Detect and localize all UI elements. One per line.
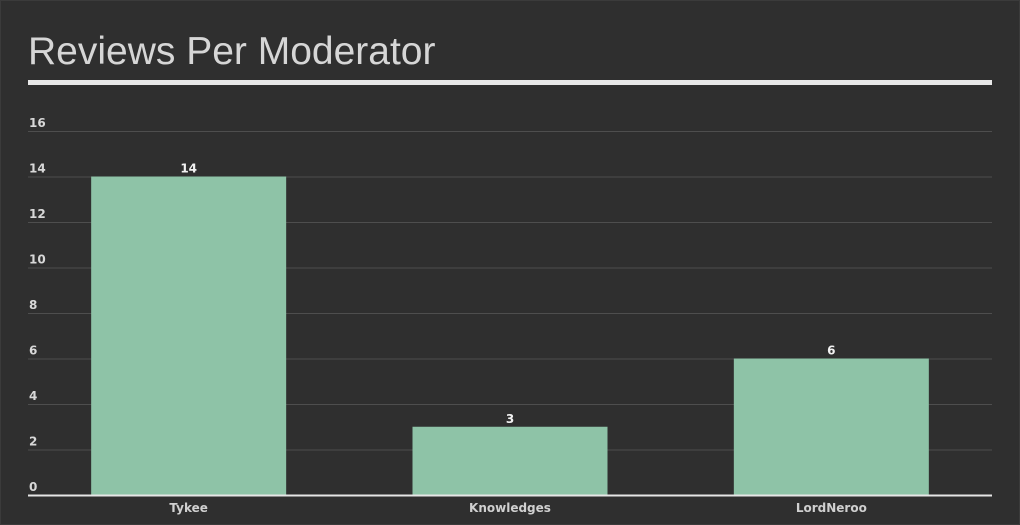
title-underline — [28, 80, 992, 85]
x-category-label: Knowledges — [469, 501, 551, 515]
y-tick-label: 2 — [29, 435, 37, 449]
y-tick-label: 6 — [29, 344, 37, 358]
y-tick-label: 8 — [29, 298, 37, 312]
x-category-label: LordNeroo — [796, 501, 867, 515]
y-tick-label: 4 — [29, 389, 37, 403]
data-label: 14 — [180, 162, 197, 176]
y-tick-label: 10 — [29, 253, 46, 267]
y-tick-label: 12 — [29, 207, 46, 221]
chart-title: Reviews Per Moderator — [28, 30, 436, 73]
y-axis-ticks: 0 2 4 6 8 10 12 14 16 — [29, 116, 46, 494]
data-labels: 14 3 6 — [180, 162, 835, 426]
y-tick-label: 16 — [29, 116, 46, 130]
x-category-label: Tykee — [169, 501, 208, 515]
data-label: 3 — [506, 412, 514, 426]
y-tick-label: 14 — [29, 162, 46, 176]
data-label: 6 — [827, 344, 835, 358]
bar-knowledges — [412, 426, 608, 495]
bar-tykee — [91, 176, 287, 495]
x-axis-categories: Tykee Knowledges LordNeroo — [169, 501, 866, 515]
y-tick-label: 0 — [29, 480, 37, 494]
bars — [91, 176, 929, 495]
bar-lordneroo — [733, 358, 929, 495]
